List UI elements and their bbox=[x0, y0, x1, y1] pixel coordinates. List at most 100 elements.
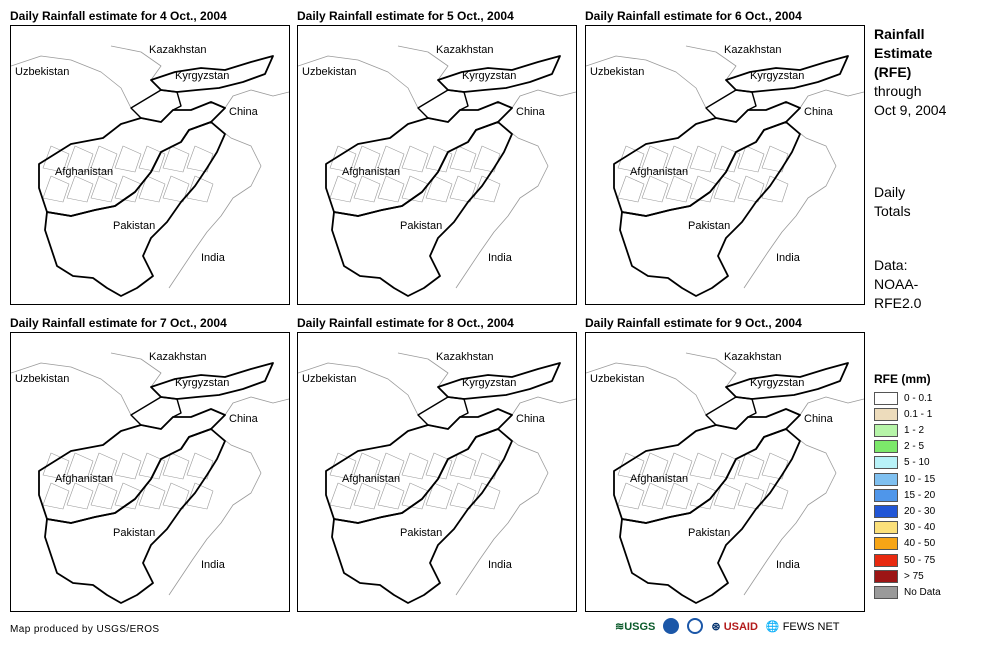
province-boundary bbox=[377, 452, 405, 480]
panel-oct8: Daily Rainfall estimate for 8 Oct., 2004… bbox=[297, 316, 577, 612]
province-boundary bbox=[665, 482, 693, 510]
legend-label: No Data bbox=[904, 586, 941, 598]
province-boundary bbox=[186, 482, 214, 510]
legend-item: 40 - 50 bbox=[874, 537, 935, 551]
label-afghanistan: Afghanistan bbox=[630, 166, 689, 178]
map: Kazakhstan Uzbekistan Kyrgyzstan China Afgha… bbox=[297, 332, 577, 612]
legend-swatch bbox=[874, 537, 898, 551]
province-boundary bbox=[42, 175, 70, 203]
label-uzbekistan: Uzbekistan bbox=[15, 373, 70, 385]
province-boundary bbox=[425, 482, 453, 510]
map: Kazakhstan Uzbekistan Kyrgyzstan China Afgha… bbox=[297, 25, 577, 305]
legend-label: 30 - 40 bbox=[904, 522, 936, 534]
province-boundary bbox=[90, 482, 118, 510]
province-boundary bbox=[665, 452, 693, 480]
seal-icon bbox=[687, 618, 704, 634]
province-boundary bbox=[66, 482, 94, 510]
outline-pakistan bbox=[619, 428, 801, 604]
border-china bbox=[224, 89, 289, 109]
label-uzbekistan: Uzbekistan bbox=[590, 373, 645, 385]
outline-afghanistan bbox=[325, 408, 513, 524]
outline-afghanistan bbox=[325, 101, 513, 217]
province-boundary bbox=[425, 145, 453, 173]
label-pakistan: Pakistan bbox=[113, 220, 156, 232]
label-kazakhstan: Kazakhstan bbox=[724, 44, 782, 56]
border-kazakhstan bbox=[110, 45, 162, 81]
side-title: Rainfall Estimate (RFE) through Oct 9, 2… bbox=[874, 25, 946, 120]
province-boundary bbox=[66, 452, 94, 480]
province-boundary bbox=[737, 482, 765, 510]
legend-item: No Data bbox=[874, 585, 941, 599]
province-boundary bbox=[617, 175, 645, 203]
label-afghanistan: Afghanistan bbox=[55, 473, 114, 485]
province-boundary bbox=[401, 452, 429, 480]
legend-item: 30 - 40 bbox=[874, 521, 935, 535]
legend-swatch bbox=[874, 407, 898, 421]
province-boundary bbox=[473, 175, 501, 203]
province-boundary bbox=[186, 175, 214, 203]
border-india bbox=[168, 121, 262, 289]
legend-swatch bbox=[874, 504, 898, 518]
label-afghanistan: Afghanistan bbox=[342, 166, 401, 178]
basemap bbox=[586, 45, 864, 297]
side-date: Oct 9, 2004 bbox=[874, 102, 947, 118]
province-boundary bbox=[353, 175, 381, 203]
province-boundary bbox=[713, 145, 741, 173]
province-boundary bbox=[66, 175, 94, 203]
province-boundary bbox=[713, 175, 741, 203]
border-uzbekistan bbox=[11, 55, 132, 109]
basemap bbox=[298, 45, 576, 297]
legend-item: 50 - 75 bbox=[874, 553, 935, 567]
province-boundary bbox=[114, 452, 142, 480]
border-china bbox=[799, 89, 864, 109]
panel-title: Daily Rainfall estimate for 8 Oct., 2004 bbox=[297, 316, 514, 330]
label-kyrgyzstan: Kyrgyzstan bbox=[175, 377, 230, 389]
side-title-line2: Estimate bbox=[874, 45, 933, 61]
map: Kazakhstan Uzbekistan Kyrgyzstan China Afgha… bbox=[10, 25, 290, 305]
province-boundary bbox=[761, 175, 789, 203]
outline-pakistan bbox=[44, 121, 226, 297]
border-kazakhstan bbox=[397, 45, 449, 81]
side-through: through bbox=[874, 83, 922, 99]
province-boundary bbox=[377, 482, 405, 510]
label-kyrgyzstan: Kyrgyzstan bbox=[462, 70, 517, 82]
legend-item: 0.1 - 1 bbox=[874, 407, 932, 421]
side-title-line3: (RFE) bbox=[874, 64, 912, 80]
border-india bbox=[455, 428, 549, 596]
province-boundary bbox=[90, 175, 118, 203]
province-boundary bbox=[90, 452, 118, 480]
province-boundary bbox=[737, 145, 765, 173]
basemap bbox=[11, 352, 289, 604]
label-india: India bbox=[201, 252, 225, 264]
label-kazakhstan: Kazakhstan bbox=[149, 44, 207, 56]
legend-label: 5 - 10 bbox=[904, 457, 930, 469]
panel-oct6: Daily Rainfall estimate for 6 Oct., 2004… bbox=[585, 9, 865, 305]
legend-item: 20 - 30 bbox=[874, 504, 935, 518]
side-daily1: Daily bbox=[874, 184, 906, 200]
basemap bbox=[11, 45, 289, 297]
province-boundary bbox=[617, 482, 645, 510]
province-boundary bbox=[329, 175, 357, 203]
province-boundary bbox=[42, 482, 70, 510]
legend-label: 50 - 75 bbox=[904, 554, 936, 566]
province-boundary bbox=[138, 145, 166, 173]
province-boundary bbox=[353, 482, 381, 510]
label-kazakhstan: Kazakhstan bbox=[149, 351, 207, 363]
outline-pakistan bbox=[619, 121, 801, 297]
label-china: China bbox=[516, 413, 545, 425]
outline-afghanistan bbox=[38, 101, 226, 217]
label-china: China bbox=[516, 106, 545, 118]
province-boundary bbox=[641, 452, 669, 480]
usaid-logo: ⊛ USAID bbox=[711, 620, 758, 633]
province-boundary bbox=[162, 452, 190, 480]
province-boundary bbox=[641, 482, 669, 510]
label-pakistan: Pakistan bbox=[113, 527, 156, 539]
border-uzbekistan bbox=[586, 362, 707, 416]
side-data1: Data: bbox=[874, 257, 908, 273]
legend-title: RFE (mm) bbox=[874, 372, 931, 386]
side-title-line1: Rainfall bbox=[874, 26, 925, 42]
label-kyrgyzstan: Kyrgyzstan bbox=[175, 70, 230, 82]
label-kazakhstan: Kazakhstan bbox=[436, 44, 494, 56]
label-india: India bbox=[488, 559, 512, 571]
legend-item: 10 - 15 bbox=[874, 472, 935, 486]
